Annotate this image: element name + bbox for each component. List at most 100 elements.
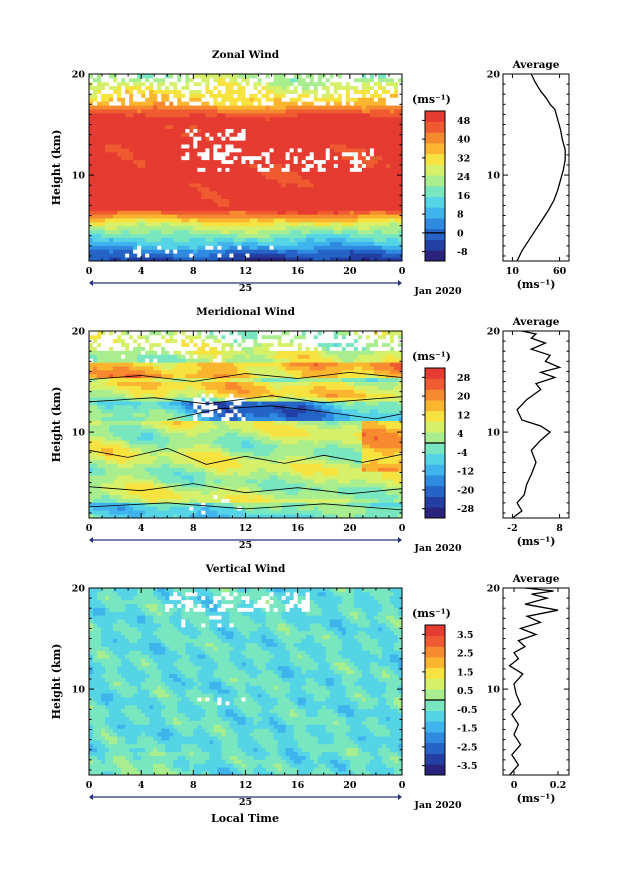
- x-tick-label: 16: [291, 266, 305, 277]
- y-axis-label: Height (km): [50, 387, 63, 463]
- panel-1: Meridional Wind 0 4 8 12 16 20 0 10 20 Height (km)…: [50, 306, 570, 554]
- colorbar-frame: [424, 110, 446, 262]
- colorbar-swatch: [425, 443, 445, 455]
- colorbar-swatch: [425, 646, 445, 658]
- colorbar-swatch: [425, 410, 445, 422]
- colorbar-tick-label: 1.5: [457, 667, 474, 678]
- y-tick-label: 10: [72, 171, 86, 182]
- day-bar: 25: [89, 794, 402, 808]
- colorbar-tick-label: -2.5: [457, 742, 477, 753]
- x-tick-label: 0: [399, 266, 406, 277]
- day-arrow-right: [398, 537, 402, 543]
- profile-x-tick-label: 0: [511, 780, 518, 791]
- colorbar-swatch: [425, 175, 445, 187]
- profile-title: Average: [512, 59, 560, 71]
- profile-x-tick-label: 0.2: [550, 780, 567, 791]
- colorbar-unit-label: (ms⁻¹): [412, 93, 451, 106]
- colorbar-swatch: [425, 689, 445, 701]
- day-bar: 25: [89, 280, 402, 294]
- colorbar-swatch: [425, 453, 445, 465]
- colorbar-swatch: [425, 485, 445, 497]
- x-tick-label: 8: [190, 523, 197, 534]
- contour-line: [88, 395, 403, 405]
- profile-y-tick-label: 20: [487, 327, 501, 338]
- colorbar-swatch: [425, 667, 445, 679]
- x-tick-label: 4: [138, 523, 145, 534]
- panel-title: Meridional Wind: [196, 306, 295, 318]
- contour-line: [88, 502, 403, 511]
- colorbar-swatch: [425, 143, 445, 155]
- colorbar-swatch: [425, 678, 445, 690]
- day-label: 25: [239, 797, 252, 808]
- y-axis-label: Height (km): [50, 644, 63, 720]
- colorbar-swatch: [425, 764, 445, 776]
- contour-line: [88, 447, 403, 465]
- x-tick-label: 8: [190, 780, 197, 791]
- colorbar: 28 20 12 4 -4 -12 -20 -28 (ms⁻¹): [412, 350, 475, 519]
- heatmap-cells: [89, 74, 403, 262]
- contour-line: [88, 483, 403, 495]
- colorbar-tick-label: -3.5: [457, 761, 477, 772]
- date-label: Jan 2020: [413, 800, 462, 811]
- colorbar-swatch: [425, 496, 445, 508]
- colorbar-unit-label: (ms⁻¹): [412, 350, 451, 363]
- profile-x-tick-label: 8: [556, 523, 563, 534]
- panel-title: Zonal Wind: [212, 49, 280, 61]
- colorbar-swatch: [425, 186, 445, 198]
- profile-title: Average: [512, 573, 560, 585]
- profile-frame: [502, 73, 570, 262]
- colorbar-tick-label: -8: [457, 247, 468, 258]
- profile-x-tick-label: 60: [553, 266, 567, 277]
- colorbar-tick-label: 8: [457, 210, 464, 221]
- day-arrow-left: [89, 280, 93, 286]
- x-tick-label: 12: [239, 780, 252, 791]
- x-ticks: [88, 73, 403, 261]
- average-profile: Average 10 20 0 0.2(ms⁻¹): [487, 573, 570, 805]
- profile-y-tick-label: 20: [487, 70, 501, 81]
- colorbar-tick-label: 3.5: [457, 630, 474, 641]
- y-tick-label: 20: [72, 70, 86, 81]
- x-tick-label: 16: [291, 523, 305, 534]
- average-profile: Average 10 20 -2 8(ms⁻¹): [487, 316, 570, 548]
- colorbar-swatch: [425, 721, 445, 733]
- panel-2: Vertical Wind 0 4 8 12 16 20 0 10 20 Height (km) 25…: [50, 563, 570, 811]
- x-axis-label: Local Time: [211, 812, 279, 825]
- colorbar-swatch: [425, 753, 445, 765]
- colorbar-swatch: [425, 218, 445, 230]
- colorbar-swatch: [425, 507, 445, 519]
- day-bar: 25: [89, 537, 402, 551]
- colorbar-swatch: [425, 625, 445, 637]
- colorbar-tick-label: 48: [457, 116, 471, 127]
- colorbar-swatch: [425, 121, 445, 133]
- colorbar-tick-label: 32: [457, 153, 470, 164]
- day-label: 25: [239, 540, 252, 551]
- x-tick-label: 0: [399, 523, 406, 534]
- date-label: Jan 2020: [413, 286, 462, 297]
- colorbar-tick-label: -28: [457, 504, 475, 515]
- x-tick-label: 12: [239, 266, 252, 277]
- x-tick-label: 20: [343, 523, 357, 534]
- y-tick-label: 20: [72, 584, 86, 595]
- colorbar-swatch: [425, 635, 445, 647]
- colorbar-swatch: [425, 657, 445, 669]
- day-arrow-right: [398, 280, 402, 286]
- colorbar-swatch: [425, 464, 445, 476]
- colorbar-swatch: [425, 250, 445, 262]
- x-tick-label: 0: [86, 780, 93, 791]
- colorbar-tick-label: -12: [457, 467, 474, 478]
- profile-x-label: (ms⁻¹): [517, 792, 556, 805]
- profile-y-tick-label: 10: [487, 428, 501, 439]
- colorbar-swatch: [425, 153, 445, 165]
- heatmap-cells: [89, 588, 403, 776]
- colorbar-swatch: [425, 196, 445, 208]
- contour-line: [88, 371, 403, 382]
- x-tick-label: 20: [343, 266, 357, 277]
- y-tick-label: 20: [72, 327, 86, 338]
- colorbar-tick-label: 0.5: [457, 686, 474, 697]
- day-arrow-left: [89, 794, 93, 800]
- profile-frame: [502, 587, 570, 776]
- colorbar: 3.5 2.5 1.5 0.5 -0.5 -1.5 -2.5 -3.5 (ms⁻¹): [412, 607, 477, 776]
- colorbar-swatch: [425, 207, 445, 219]
- colorbar-swatch: [425, 389, 445, 401]
